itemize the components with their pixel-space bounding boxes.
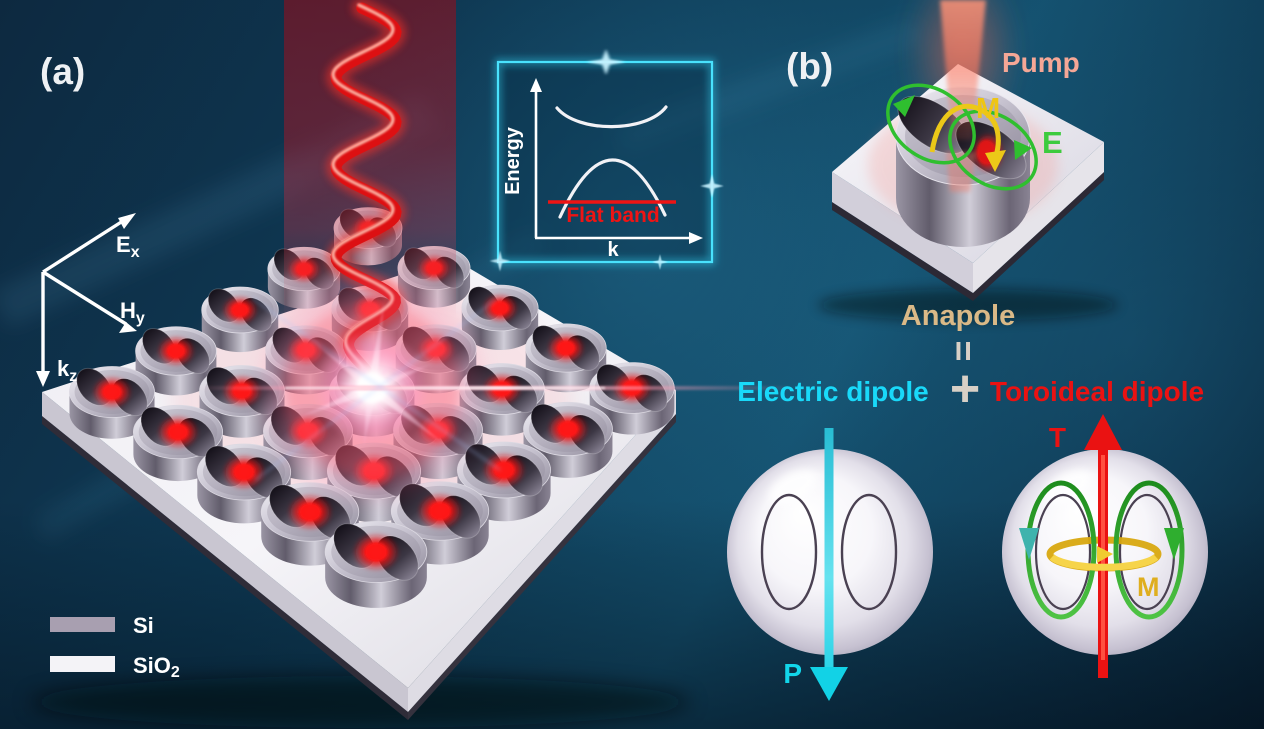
substrate-bottom-layer	[408, 414, 676, 720]
band-structure-inset: Energy k Flat band	[489, 49, 724, 272]
sphere-highlight	[769, 469, 817, 505]
toroidal-dipole-label: Toroideal dipole	[990, 376, 1204, 407]
current-loop-outline	[840, 493, 898, 611]
t-label: T	[1049, 422, 1066, 453]
lower-band-curve	[558, 158, 667, 219]
flat-band-label: Flat band	[566, 204, 659, 227]
t-arrowhead-up	[1084, 414, 1122, 450]
p-arrowhead-down	[810, 667, 848, 701]
p-label: P	[783, 658, 802, 689]
panel-b: Pump M E (b) Anapole = + Electric dipole…	[727, 0, 1208, 701]
substrate-side-left	[42, 392, 408, 712]
substrate-bottom-layer	[832, 202, 973, 301]
meta-atom-disk	[457, 441, 551, 522]
loop-arrowhead-teal	[1019, 528, 1039, 560]
sio2-label: SiO2	[133, 653, 180, 681]
toroidal-ring-front	[1049, 554, 1159, 571]
inset-y-axis-label: Energy	[502, 126, 524, 195]
panel-a: Ex Hy kz Energy k Flat band	[30, 0, 790, 728]
lens-flare	[200, 296, 790, 481]
meta-atom-disk	[461, 284, 539, 350]
material-legend: Si SiO2	[50, 613, 180, 681]
si-label: Si	[133, 613, 154, 638]
panel-a-label: (a)	[40, 51, 85, 92]
platform-shadow	[30, 676, 690, 728]
substrate-shadow	[818, 289, 1118, 321]
loop-arrowhead-green	[1164, 528, 1184, 560]
panel-b-label: (b)	[786, 46, 833, 87]
e-field-loop-right	[948, 109, 1038, 191]
meta-atom-disk	[324, 521, 428, 608]
inset-x-axis-label: k	[607, 239, 619, 261]
equals-symbol: =	[944, 340, 985, 361]
si-swatch	[50, 617, 115, 632]
meta-atom-disk	[525, 323, 607, 393]
m-sphere-label: M	[1137, 572, 1160, 602]
magnetic-field-label: M	[976, 93, 1000, 125]
sio2-swatch	[50, 656, 115, 672]
electric-field-label: E	[1042, 125, 1063, 160]
substrate-side-right	[973, 142, 1104, 293]
plus-symbol: +	[950, 360, 980, 418]
upper-band-curve	[555, 105, 668, 129]
substrate-bottom-layer	[42, 416, 408, 720]
inset-axes	[530, 78, 703, 244]
ring-arrowhead	[1097, 546, 1113, 563]
electric-dipole-label: Electric dipole	[737, 376, 928, 407]
axis-arrow-ex	[42, 217, 127, 274]
substrate-side-right	[408, 390, 676, 712]
current-loop-outline	[760, 493, 818, 611]
substrate-bottom-layer	[973, 172, 1104, 301]
current-loop-outline	[1034, 493, 1092, 611]
m-field-arrow	[929, 103, 1001, 157]
electric-dipole-sphere: P	[727, 428, 933, 701]
coordinate-axes	[36, 213, 137, 387]
poloidal-loop-right	[1113, 480, 1185, 620]
m-arrowhead	[985, 150, 1006, 172]
axis-label-hy: Hy	[120, 298, 145, 327]
e-field-loop-left	[886, 83, 976, 165]
arrowhead-hy	[119, 322, 137, 333]
loop-arrowhead	[1014, 140, 1032, 160]
meta-atom-disk-b	[886, 0, 1038, 247]
meta-atom-disk	[69, 366, 155, 439]
axis-label-ex: Ex	[116, 232, 140, 261]
arrowhead-kz	[36, 371, 50, 387]
axis-label-kz: kz	[57, 356, 77, 385]
meta-atom-disk	[201, 286, 279, 353]
toroidal-dipole-sphere: T M	[1002, 414, 1208, 678]
loop-arrowhead	[893, 95, 915, 117]
axis-arrow-hy	[42, 270, 127, 326]
anapole-label: Anapole	[901, 300, 1015, 332]
meta-atom-disk	[135, 326, 217, 396]
pump-label: Pump	[1002, 47, 1080, 78]
arrowhead-ex	[118, 213, 136, 229]
substrate-side-left	[832, 172, 973, 293]
